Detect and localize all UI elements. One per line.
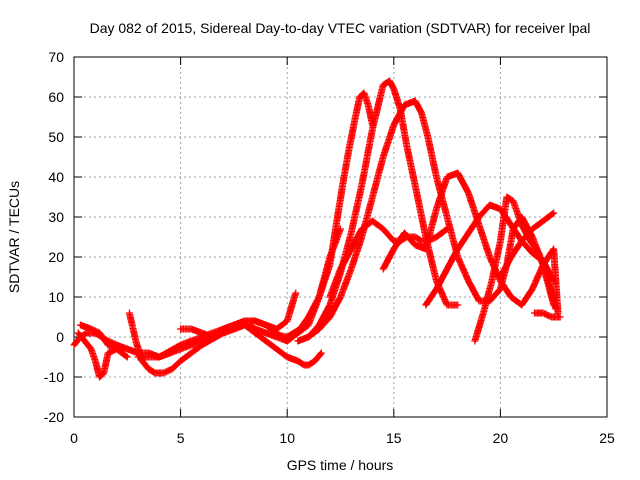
series-markers: [497, 210, 556, 280]
y-tick-label: 30: [48, 209, 64, 225]
series-arc-14: [471, 193, 560, 345]
y-tick-label: -10: [44, 369, 64, 385]
series-arc-7: [177, 289, 300, 341]
series-arc-15: [496, 209, 558, 281]
series-markers: [242, 90, 376, 341]
series-markers: [380, 170, 562, 315]
x-tick-label: 0: [70, 430, 78, 446]
x-tick-label: 20: [493, 430, 509, 446]
x-tick-label: 15: [386, 430, 402, 446]
x-axis-label: GPS time / hours: [287, 457, 394, 473]
y-tick-label: 50: [48, 129, 64, 145]
x-tick-label: 10: [279, 430, 295, 446]
series-markers: [78, 322, 119, 352]
chart-title: Day 082 of 2015, Sidereal Day-to-day VTE…: [90, 20, 591, 36]
series-arc-8: [241, 89, 376, 341]
y-tick-label: -20: [44, 409, 64, 425]
x-tick-label: 25: [599, 430, 615, 446]
y-tick-label: 40: [48, 169, 64, 185]
y-tick-label: 20: [48, 249, 64, 265]
plot-frame: [73, 56, 608, 418]
axis-ticks: 0 5 10 15 20 25 -20 -10 0 10 20 30 40 50 60 70: [44, 49, 615, 446]
series-arc-9: [294, 77, 462, 345]
series-markers: [178, 291, 299, 340]
y-axis-label: SDTVAR / TECUs: [6, 181, 22, 293]
series-markers: [532, 309, 563, 321]
data-series: [70, 77, 564, 381]
y-tick-label: 0: [56, 329, 64, 345]
series-arc-16: [531, 309, 564, 321]
y-tick-label: 60: [48, 89, 64, 105]
series-arc-3: [76, 321, 121, 353]
series-markers: [471, 194, 559, 343]
series-markers: [295, 78, 460, 344]
y-tick-label: 70: [48, 49, 64, 65]
series-markers: [75, 330, 130, 380]
y-tick-label: 10: [48, 289, 64, 305]
x-tick-label: 5: [177, 430, 185, 446]
